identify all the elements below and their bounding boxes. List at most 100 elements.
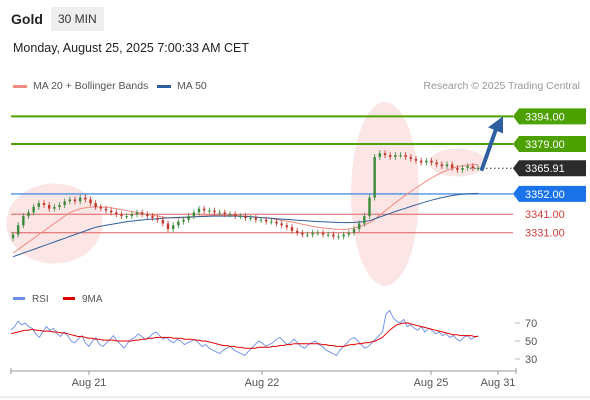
candle-body <box>419 160 423 163</box>
symbol-title: Gold <box>11 11 43 27</box>
candle-body <box>120 214 123 217</box>
candle-body <box>352 229 356 233</box>
candle-body <box>161 219 165 224</box>
level-tag <box>513 136 586 153</box>
x-tick-label: Aug 21 <box>72 377 107 389</box>
candle-body <box>259 219 263 221</box>
legend-ma50: MA 50 <box>157 80 207 92</box>
candle-body <box>461 168 464 170</box>
candle-body <box>337 236 340 238</box>
candle-body <box>166 223 170 230</box>
candle-body <box>373 156 376 198</box>
candle-body <box>89 199 92 204</box>
x-tick-label: Aug 22 <box>245 377 280 389</box>
candle-body <box>316 232 320 234</box>
candle-body <box>99 206 103 209</box>
x-tick-label: Aug 31 <box>481 377 516 389</box>
candle-body <box>146 214 149 217</box>
level-tag <box>513 185 586 202</box>
candle-body <box>94 203 97 207</box>
candle-body <box>295 230 299 233</box>
chart-header: Gold 30 MIN <box>0 0 590 38</box>
bollinger-swatch <box>13 84 27 88</box>
rsi-tick-label: 30 <box>525 354 537 366</box>
candle-body <box>239 216 242 218</box>
ma50-swatch <box>157 84 171 88</box>
x-tick-label: Aug 25 <box>414 377 449 389</box>
candle-body <box>84 197 87 200</box>
candles <box>11 150 480 242</box>
candle-body <box>213 210 216 213</box>
candle-body <box>254 217 258 220</box>
candle-body <box>140 212 144 215</box>
candle-body <box>383 153 387 156</box>
candle-body <box>125 216 128 218</box>
candle-body <box>440 164 444 167</box>
level-tag <box>513 160 586 177</box>
rsi-tick-label: 50 <box>525 336 537 348</box>
candle-body <box>342 234 345 237</box>
candle-body <box>264 219 268 222</box>
x-axis: Aug 21 Aug 22 Aug 25 Aug 31 <box>0 368 590 398</box>
candle-body <box>394 155 397 157</box>
rsi-legend-label: 9MA <box>82 294 103 305</box>
candle-body <box>192 212 196 217</box>
candle-body <box>425 160 428 163</box>
level-tag <box>513 108 586 125</box>
rsi-line <box>10 309 479 356</box>
candle-body <box>115 212 118 215</box>
candle-body <box>104 208 108 211</box>
candle-body <box>58 205 61 207</box>
bollinger-cloud <box>429 148 486 177</box>
candle-body <box>290 227 294 231</box>
level-label: 3331.00 <box>525 228 565 240</box>
rsi-panel: RSI 9MA 70 50 30 <box>10 294 537 366</box>
candle-body <box>130 214 134 217</box>
ma9-line <box>10 322 478 349</box>
arrow-shaft <box>480 124 499 172</box>
candle-body <box>218 212 221 214</box>
candle-body <box>445 164 449 167</box>
level-label: 3365.91 <box>525 163 565 175</box>
candle-body <box>244 216 247 218</box>
candle-body <box>456 168 459 170</box>
level-label: 3394.00 <box>525 111 565 123</box>
rsi-legend-label: RSI <box>32 294 49 305</box>
candle-body <box>171 225 175 230</box>
candle-body <box>321 232 325 235</box>
candle-body <box>27 212 30 217</box>
candle-body <box>156 217 159 220</box>
candle-body <box>476 168 480 170</box>
candle-body <box>182 219 185 222</box>
candle-body <box>471 166 475 169</box>
rsi-legend-swatch <box>63 297 75 300</box>
candle-body <box>11 234 15 239</box>
level-label: 3352.00 <box>525 189 565 201</box>
candle-body <box>430 160 433 163</box>
candle-body <box>22 216 25 226</box>
candle-body <box>285 225 289 228</box>
candle-body <box>414 158 418 161</box>
rsi-tick-label: 70 <box>525 318 537 330</box>
candle-body <box>151 216 154 218</box>
candle-body <box>404 155 407 157</box>
candle-body <box>197 208 201 213</box>
candle-body <box>177 221 180 226</box>
level-label: 3379.00 <box>525 139 565 151</box>
candle-body <box>357 223 361 230</box>
candle-body <box>332 234 335 237</box>
level-labels: 3394.00 3379.00 3365.91 3352.00 3341.00 3331.… <box>513 108 586 240</box>
candle-body <box>16 225 20 235</box>
candle-body <box>53 206 56 209</box>
timeframe-badge[interactable]: 30 MIN <box>51 7 104 31</box>
price-levels <box>11 115 513 234</box>
level-label: 3341.00 <box>525 209 565 221</box>
candle-body <box>301 232 304 235</box>
candle-body <box>68 199 72 202</box>
candle-body <box>450 164 454 169</box>
candle-body <box>202 208 206 211</box>
candle-body <box>378 153 382 157</box>
candle-body <box>73 199 77 202</box>
credit-text: Research © 2025 Trading Central <box>423 80 580 92</box>
